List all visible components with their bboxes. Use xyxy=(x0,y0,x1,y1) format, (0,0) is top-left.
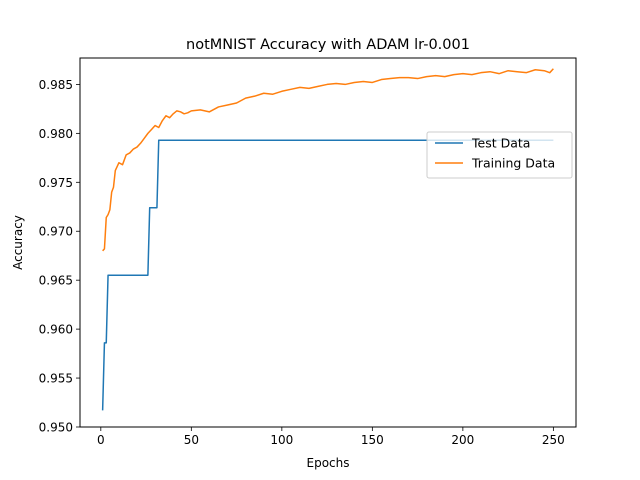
x-tick-label: 0 xyxy=(97,433,105,447)
legend-label-training-data: Training Data xyxy=(471,156,555,171)
plot-frame xyxy=(79,57,577,428)
legend-label-test-data: Test Data xyxy=(471,136,530,151)
series-line-training-data xyxy=(102,68,554,252)
y-tick-label: 0.950 xyxy=(39,421,73,435)
legend-box xyxy=(426,131,573,179)
y-tick-label: 0.975 xyxy=(39,176,73,190)
y-axis: 0.950 0.955 0.960 0.965 0.970 0.975 0.980 0.985 xyxy=(39,78,80,435)
y-tick-label: 0.955 xyxy=(39,372,73,386)
y-tick-label: 0.970 xyxy=(39,225,73,239)
y-tick-label: 0.965 xyxy=(39,274,73,288)
y-axis-label: Accuracy xyxy=(11,215,25,270)
y-tick-label: 0.980 xyxy=(39,127,73,141)
x-axis-label: Epochs xyxy=(307,456,350,470)
x-tick-label: 150 xyxy=(361,433,384,447)
chart-title: notMNIST Accuracy with ADAM lr-0.001 xyxy=(186,37,470,53)
x-tick-label: 200 xyxy=(451,433,474,447)
series-line-test-data xyxy=(101,139,554,411)
x-tick-label: 100 xyxy=(270,433,293,447)
x-tick-label: 50 xyxy=(184,433,199,447)
y-tick-label: 0.960 xyxy=(39,323,73,337)
x-tick-label: 250 xyxy=(542,433,565,447)
series-layer xyxy=(101,68,554,411)
x-axis: 0 50 100 150 200 250 xyxy=(97,427,565,447)
y-tick-label: 0.985 xyxy=(39,78,73,92)
legend: Test Data Training Data xyxy=(426,131,573,179)
